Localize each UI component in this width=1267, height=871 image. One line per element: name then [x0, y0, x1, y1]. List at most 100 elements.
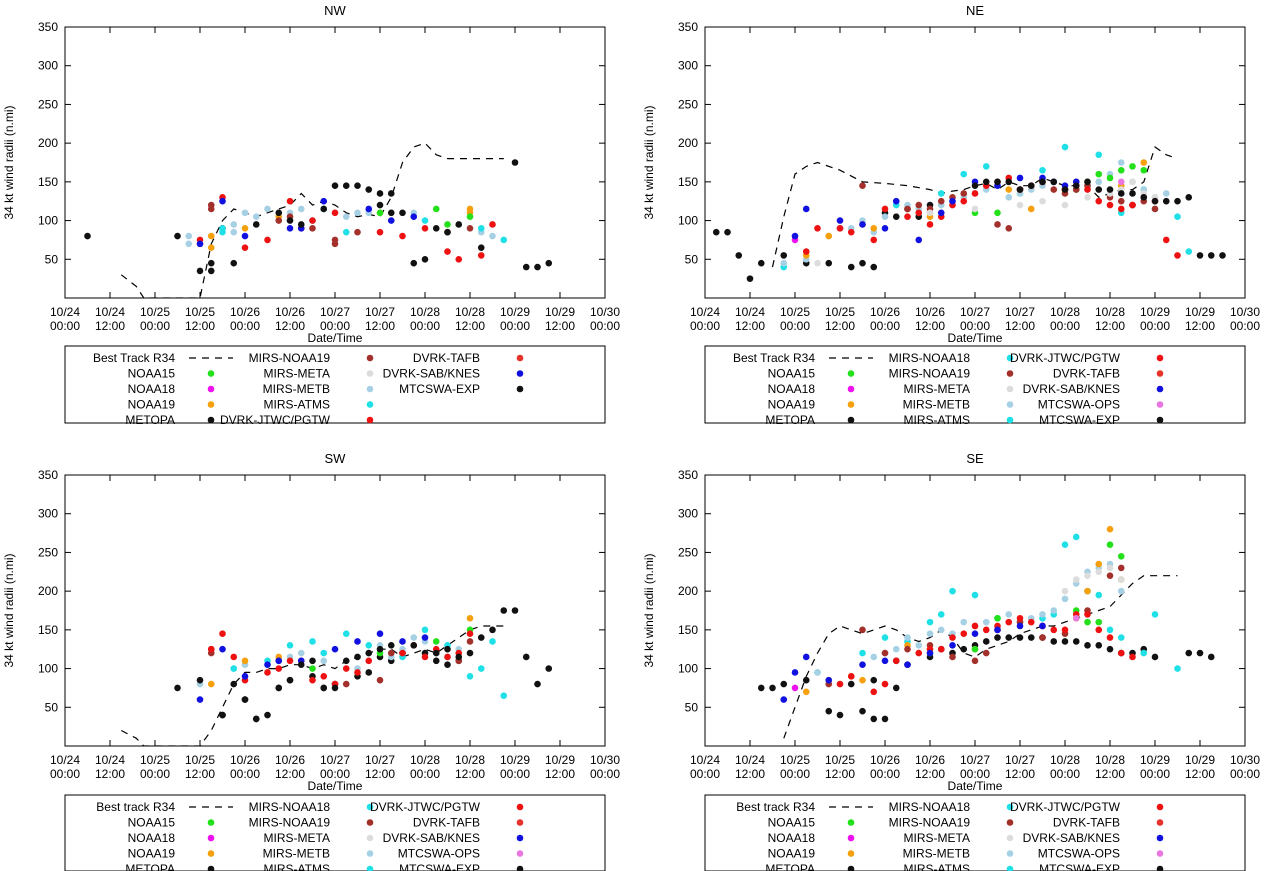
point-mirs-atms [1174, 213, 1181, 220]
x-tick-label-time: 12:00 [365, 319, 395, 333]
point-mirs-metb [185, 240, 193, 248]
point-dvrk-jtwc-pgtw [421, 225, 429, 232]
legend-dot-marker [1006, 385, 1014, 393]
legend-dot-marker [1006, 416, 1014, 424]
legend-dot-marker [1006, 401, 1014, 408]
y-tick-label: 150 [38, 175, 58, 189]
point-mirs-meta [1117, 576, 1125, 583]
point-dvrk-jtwc-pgtw [1117, 649, 1125, 657]
legend-label: NOAA19 [128, 847, 176, 861]
legend-dot-marker [366, 819, 374, 826]
x-tick-label-date: 10/29 [1140, 305, 1170, 319]
point-dvrk-jtwc-pgtw [421, 653, 429, 661]
legend-dot-marker [1006, 819, 1014, 826]
x-tick-label-time: 00:00 [780, 319, 810, 333]
point-metopa [881, 715, 889, 723]
point-mirs-meta [1095, 568, 1103, 576]
point-dvrk-jtwc-pgtw [904, 213, 911, 220]
point-metopa [1072, 638, 1080, 645]
point-mirs-atms [342, 228, 350, 236]
point-mtcswa-exp [331, 684, 339, 692]
point-mirs-meta [1106, 564, 1114, 572]
point-mirs-atms [477, 665, 485, 672]
point-noaa15 [466, 213, 474, 220]
point-mtcswa-exp [275, 684, 283, 692]
point-mtcswa-exp [1050, 178, 1058, 186]
y-tick-label: 250 [678, 97, 698, 111]
x-tick-label-date: 10/25 [185, 753, 215, 767]
x-tick-label-time: 12:00 [1185, 319, 1215, 333]
point-dvrk-sab-knes [949, 197, 956, 205]
point-mtcswa-exp [1117, 190, 1125, 197]
x-tick-label-time: 12:00 [735, 767, 765, 781]
legend-label: MIRS-NOAA19 [889, 816, 971, 830]
x-tick-label-date: 10/26 [915, 753, 945, 767]
data-layer [712, 143, 1226, 282]
x-tick-label-time: 12:00 [915, 767, 945, 781]
chart-panel-sw: SW5010015020025030035010/2400:0010/2412:… [2, 451, 620, 871]
point-mirs-atms [937, 190, 945, 197]
y-tick-label: 100 [678, 214, 698, 228]
point-mtcswa-exp [410, 642, 418, 649]
point-dvrk-jtwc-pgtw [960, 630, 968, 638]
point-mirs-atms [342, 630, 350, 638]
point-dvrk-jtwc-pgtw [376, 228, 384, 236]
y-tick-label: 200 [678, 584, 698, 598]
point-mirs-atms [960, 170, 968, 178]
point-dvrk-jtwc-pgtw [971, 190, 979, 197]
legend-dot-marker [366, 401, 374, 408]
point-dvrk-jtwc-pgtw [1005, 618, 1013, 626]
point-mtcswa-exp [354, 653, 361, 661]
point-noaa15 [1106, 174, 1114, 182]
point-noaa15 [994, 614, 1001, 622]
point-mirs-metb [1039, 611, 1046, 618]
point-dvrk-jtwc-pgtw [230, 653, 238, 661]
point-noaa19 [1005, 186, 1013, 193]
point-mirs-noaa19 [309, 225, 316, 232]
legend-dot-marker [1156, 370, 1164, 377]
point-mirs-noaa19 [971, 657, 979, 665]
point-mirs-metb [185, 232, 193, 240]
legend-label: MIRS-NOAA18 [889, 800, 971, 814]
point-metopa [1016, 634, 1024, 641]
x-tick-label-date: 10/27 [365, 753, 395, 767]
point-mirs-noaa19 [960, 190, 968, 197]
legend-dot-marker [1156, 401, 1164, 408]
point-mirs-noaa19 [949, 653, 956, 661]
legend-dot-marker [847, 385, 855, 393]
point-mtcswa-exp [1174, 197, 1181, 205]
x-tick-label-time: 12:00 [825, 319, 855, 333]
point-dvrk-jtwc-pgtw [489, 221, 496, 228]
point-metopa [757, 684, 765, 692]
point-mirs-metb [297, 649, 305, 657]
point-dvrk-jtwc-pgtw [286, 197, 294, 205]
legend-dot-marker [366, 803, 374, 811]
point-mirs-metb [814, 669, 821, 676]
x-tick-label-time: 12:00 [95, 319, 125, 333]
legend-dot-marker [847, 850, 855, 857]
legend-dot-marker [207, 416, 215, 424]
legend-label: NOAA19 [768, 847, 816, 861]
point-mtcswa-exp [309, 657, 316, 665]
point-dvrk-jtwc-pgtw [960, 197, 968, 205]
point-mirs-atms [500, 236, 508, 244]
point-mtcswa-exp [1061, 186, 1069, 193]
point-mirs-metb [780, 259, 788, 267]
legend-label: DVRK-SAB/KNES [383, 367, 480, 381]
point-mirs-atms [1174, 665, 1181, 672]
legend-label: NOAA18 [128, 831, 176, 845]
point-mtcswa-exp [376, 645, 384, 653]
point-dvrk-sab-knes [926, 649, 934, 657]
legend-label: Best track R34 [96, 800, 175, 814]
legend-label: DVRK-JTWC/PGTW [1010, 800, 1121, 814]
legend-label: MTCSWA-OPS [1038, 847, 1120, 861]
point-noaa19 [1027, 205, 1035, 213]
x-tick-label-date: 10/29 [545, 753, 575, 767]
point-mirs-metb [342, 213, 350, 220]
legend-dot-marker [1006, 354, 1014, 362]
point-mirs-metb [241, 209, 249, 217]
point-noaa15 [1106, 541, 1114, 548]
y-axis-label: 34 kt wind radii (n.mi) [2, 105, 16, 219]
point-dvrk-jtwc-pgtw [982, 626, 990, 634]
legend-dot-marker [207, 865, 215, 871]
